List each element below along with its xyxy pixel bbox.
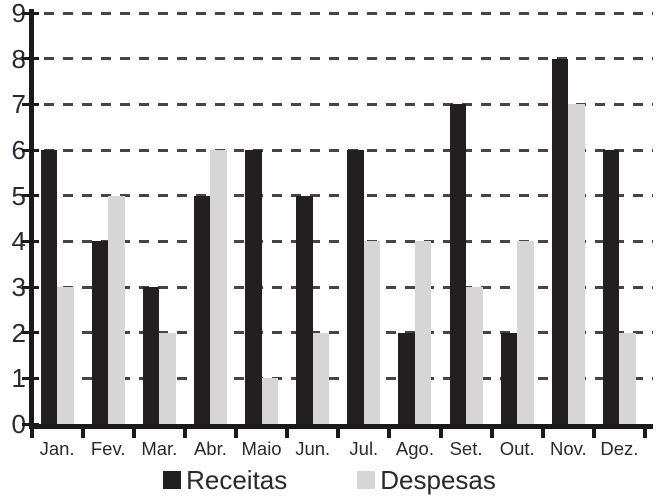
bar-receitas-dez <box>602 150 620 424</box>
x-axis-label-fev: Fev. <box>90 438 126 459</box>
gridline-8 <box>44 57 653 61</box>
bar-receitas-jun <box>296 195 313 424</box>
gridline-9 <box>44 11 653 15</box>
bar-despesas-jun <box>312 332 330 424</box>
bar-despesas-set <box>466 287 483 424</box>
y-axis-label-2: 2 <box>11 317 26 348</box>
bar-despesas-dez <box>619 332 636 424</box>
bar-despesas-jul <box>363 241 381 424</box>
y-axis-tick-7 <box>22 102 39 106</box>
bar-receitas-abr <box>193 195 211 424</box>
x-axis-tick-0 <box>29 429 34 438</box>
bar-despesas-mar <box>159 332 176 424</box>
bar-receitas-mar <box>142 287 160 424</box>
y-axis-tick-5 <box>22 194 39 198</box>
x-axis-tick-1 <box>80 429 85 438</box>
y-axis-tick-8 <box>22 57 39 61</box>
x-axis-tick-5 <box>285 429 290 438</box>
x-axis-label-jul: Jul. <box>349 438 379 459</box>
y-axis-line <box>29 9 34 429</box>
x-axis-tick-7 <box>387 429 392 438</box>
y-axis-label-6: 6 <box>11 135 26 165</box>
y-axis-tick-6 <box>22 148 39 152</box>
y-axis-tick-1 <box>22 376 39 380</box>
x-axis-tick-4 <box>234 429 238 438</box>
x-axis-label-jun: Jun. <box>295 438 331 459</box>
x-axis-line <box>29 424 653 429</box>
bar-receitas-fev <box>91 241 109 424</box>
bar-despesas-out <box>517 241 534 424</box>
y-axis-label-4: 4 <box>11 226 26 257</box>
x-axis-tick-3 <box>182 429 187 438</box>
legend: Receitas Despesas <box>0 464 659 496</box>
x-axis-label-jan: Jan. <box>39 438 75 459</box>
bar-receitas-maio <box>245 150 262 424</box>
x-axis-tick-12 <box>643 429 647 438</box>
x-axis-tick-6 <box>336 429 341 438</box>
y-axis-label-7: 7 <box>11 89 26 120</box>
x-axis-label-out: Out. <box>499 438 535 459</box>
bar-receitas-out <box>500 332 518 424</box>
x-axis-tick-8 <box>438 429 443 438</box>
x-axis-label-ago: Ago. <box>395 438 434 459</box>
legend-item-receitas: Receitas <box>163 465 287 496</box>
bar-receitas-set <box>449 104 467 424</box>
x-axis-label-nov: Nov. <box>549 438 587 459</box>
bar-receitas-ago <box>398 332 415 424</box>
legend-swatch-despesas <box>357 471 376 489</box>
y-axis-label-0: 0 <box>11 409 26 439</box>
bar-despesas-abr <box>210 150 227 424</box>
x-axis-tick-10 <box>540 429 545 438</box>
x-axis-tick-9 <box>489 429 494 438</box>
y-axis-tick-0 <box>22 422 39 426</box>
y-axis-tick-9 <box>22 11 39 15</box>
gridline-7 <box>44 102 653 106</box>
y-axis-label-3: 3 <box>11 272 26 302</box>
bar-receitas-nov <box>551 58 569 424</box>
x-axis-tick-2 <box>131 429 136 438</box>
legend-swatch-receitas <box>163 471 182 489</box>
x-axis-label-abr: Abr. <box>193 438 227 459</box>
y-axis-label-1: 1 <box>11 363 26 394</box>
bar-receitas-jul <box>347 150 364 424</box>
x-axis-label-mar: Mar. <box>141 438 178 459</box>
legend-label-despesas: Despesas <box>380 464 496 495</box>
bar-despesas-nov <box>568 104 585 424</box>
y-axis-tick-3 <box>22 285 39 289</box>
bar-despesas-ago <box>414 241 432 424</box>
plot-area: 0 1 2 3 4 5 6 7 8 9 <box>11 0 653 439</box>
bar-receitas-jan <box>40 150 58 424</box>
bar-despesas-jan <box>57 287 74 424</box>
x-axis-label-dez: Dez. <box>600 438 639 459</box>
x-axis-label-maio: Maio <box>241 438 282 459</box>
legend-item-despesas: Despesas <box>357 465 496 496</box>
x-axis-tick-11 <box>591 429 596 438</box>
bar-despesas-maio <box>261 378 279 424</box>
legend-label-receitas: Receitas <box>186 464 288 495</box>
y-axis-label-9: 9 <box>11 0 26 28</box>
y-axis-label-5: 5 <box>11 180 26 211</box>
x-axis-label-set: Set. <box>449 438 483 459</box>
y-axis-tick-4 <box>22 239 39 243</box>
y-axis-label-8: 8 <box>11 43 26 74</box>
y-axis-tick-2 <box>22 331 39 335</box>
bar-despesas-fev <box>108 195 125 424</box>
